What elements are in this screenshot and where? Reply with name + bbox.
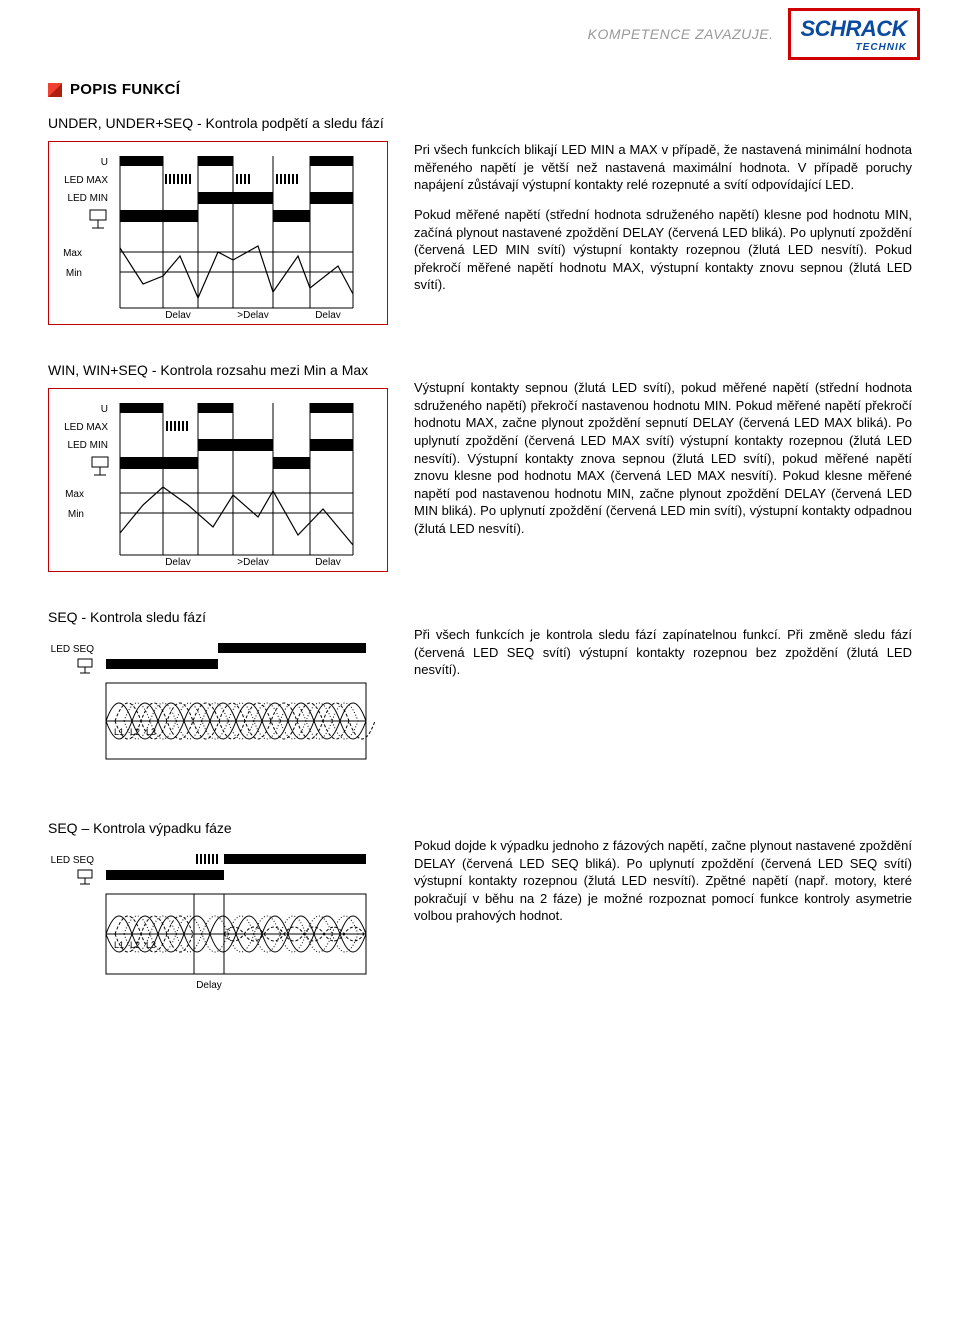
heading-under: UNDER, UNDER+SEQ - Kontrola podpětí a sl…: [48, 114, 912, 133]
text-under: Pri všech funkcích blikají LED MIN a MAX…: [414, 141, 912, 305]
svg-text:LED MAX: LED MAX: [64, 175, 108, 186]
paragraph: Pokud měřené napětí (střední hodnota sdr…: [414, 206, 912, 294]
text-seq: Při všech funkcích je kontrola sledu fáz…: [414, 602, 912, 691]
svg-text:LED SEQ: LED SEQ: [51, 644, 95, 655]
heading-rest: Kontrola podpětí a sledu fází: [206, 115, 384, 131]
svg-text:Min: Min: [68, 509, 84, 520]
svg-text:L1: L1: [114, 727, 124, 737]
accent-square-icon: [48, 83, 62, 97]
text-seq-dropout: Pokud dojde k výpadku jednoho z fázových…: [414, 813, 912, 937]
svg-text:Min: Min: [66, 268, 82, 279]
diagram-win: U LED MAX LED MIN Max Min Delay >Delay D…: [48, 388, 388, 572]
timing-diagram-icon: U LED MAX LED MIN Max Min Delay >Delay D…: [55, 148, 381, 318]
heading-rest: Kontrola výpadku fáze: [93, 820, 232, 836]
paragraph: Pri všech funkcích blikají LED MIN a MAX…: [414, 141, 912, 194]
svg-text:L3: L3: [146, 940, 156, 950]
phase-diagram-icon: LED SEQ: [48, 850, 388, 1000]
heading-rest: Kontrola rozsahu mezi Min a Max: [160, 362, 368, 378]
svg-text:U: U: [101, 157, 108, 168]
phase-diagram-icon: LED SEQ: [48, 639, 388, 779]
heading-rest: Kontrola sledu fází: [90, 609, 206, 625]
svg-text:>Delay: >Delay: [237, 310, 268, 318]
section-seq: SEQ - Kontrola sledu fází: [48, 602, 912, 783]
section-title: POPIS FUNKCÍ: [70, 80, 180, 100]
svg-text:Max: Max: [65, 489, 84, 500]
svg-text:L2: L2: [130, 727, 140, 737]
page-header: KOMPETENCE ZAVAZUJE. SCHRACK TECHNIK: [0, 0, 960, 64]
timing-diagram-icon: U LED MAX LED MIN Max Min Delay >Delay D…: [55, 395, 381, 565]
svg-text:>Delay: >Delay: [237, 557, 268, 565]
svg-text:LED MIN: LED MIN: [67, 440, 108, 451]
svg-text:Delay: Delay: [165, 557, 191, 565]
svg-text:Delay: Delay: [315, 557, 341, 565]
svg-text:LED MAX: LED MAX: [64, 422, 108, 433]
svg-text:L3: L3: [146, 727, 156, 737]
section-win: WIN, WIN+SEQ - Kontrola rozsahu mezi Min…: [48, 355, 912, 572]
svg-text:U: U: [101, 404, 108, 415]
page-body: POPIS FUNKCÍ UNDER, UNDER+SEQ - Kontrola…: [0, 64, 960, 1074]
heading-win: WIN, WIN+SEQ - Kontrola rozsahu mezi Min…: [48, 361, 388, 380]
heading-seq-dropout: SEQ – Kontrola výpadku fáze: [48, 819, 388, 838]
svg-text:Delay: Delay: [196, 980, 222, 991]
text-win: Výstupní kontakty sepnou (žlutá LED svít…: [414, 355, 912, 549]
paragraph: Při všech funkcích je kontrola sledu fáz…: [414, 626, 912, 679]
heading-prefix: UNDER, UNDER+SEQ -: [48, 115, 206, 131]
heading-seq: SEQ - Kontrola sledu fází: [48, 608, 388, 627]
heading-prefix: SEQ –: [48, 820, 93, 836]
paragraph: Výstupní kontakty sepnou (žlutá LED svít…: [414, 379, 912, 537]
section-under: UNDER, UNDER+SEQ - Kontrola podpětí a sl…: [48, 114, 912, 325]
logo-top: SCHRACK: [801, 14, 908, 44]
tagline: KOMPETENCE ZAVAZUJE.: [588, 25, 774, 44]
section-seq-dropout: SEQ – Kontrola výpadku fáze: [48, 813, 912, 1004]
svg-text:Max: Max: [63, 248, 82, 259]
paragraph: Pokud dojde k výpadku jednoho z fázových…: [414, 837, 912, 925]
svg-text:Delay: Delay: [165, 310, 191, 318]
diagram-seq-dropout: LED SEQ: [48, 846, 388, 1004]
logo: SCHRACK TECHNIK: [788, 8, 921, 60]
svg-text:L1: L1: [114, 940, 124, 950]
heading-prefix: WIN, WIN+SEQ -: [48, 362, 160, 378]
diagram-under: U LED MAX LED MIN Max Min Delay >Delay D…: [48, 141, 388, 325]
diagram-seq: LED SEQ: [48, 635, 388, 783]
heading-prefix: SEQ -: [48, 609, 90, 625]
svg-text:LED MIN: LED MIN: [67, 193, 108, 204]
svg-text:L2: L2: [130, 940, 140, 950]
svg-text:LED SEQ: LED SEQ: [51, 855, 95, 866]
section-title-row: POPIS FUNKCÍ: [48, 80, 912, 100]
svg-text:Delay: Delay: [315, 310, 341, 318]
